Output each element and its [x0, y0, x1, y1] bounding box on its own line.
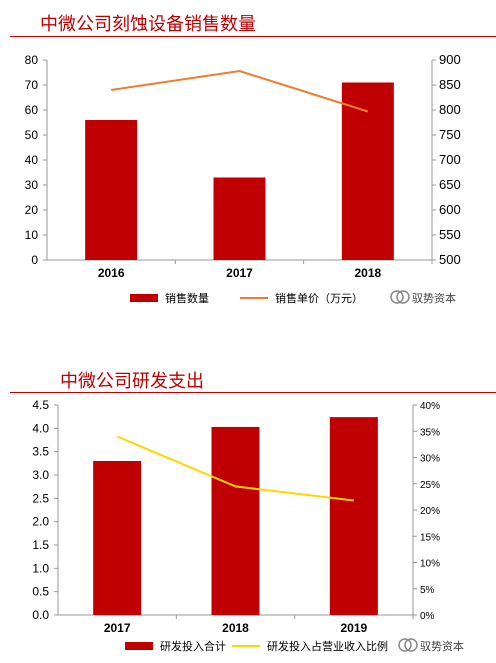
y-tick-label-right: 500 — [439, 252, 461, 267]
x-tick-label: 2016 — [98, 266, 125, 280]
x-tick-label: 2018 — [354, 266, 381, 280]
y-tick-label-right: 700 — [439, 152, 461, 167]
x-tick-label: 2017 — [226, 266, 253, 280]
y-tick-label-left: 70 — [25, 78, 39, 92]
y-tick-label-left: 20 — [25, 203, 39, 217]
y-tick-label-right: 900 — [439, 52, 461, 67]
watermark-text: 驭势资本 — [420, 639, 464, 653]
y-tick-label-right: 25% — [420, 480, 440, 491]
y-tick-label-right: 0% — [420, 611, 435, 622]
y-tick-label-left: 1.5 — [32, 538, 49, 552]
y-tick-label-right: 5% — [420, 585, 435, 596]
y-tick-label-left: 0.5 — [32, 585, 49, 599]
y-tick-label-left: 0 — [31, 253, 38, 267]
bar-2017 — [93, 461, 142, 615]
bar-2018 — [211, 426, 260, 615]
title-underline — [10, 36, 496, 37]
y-tick-label-left: 30 — [25, 178, 39, 192]
y-tick-label-left: 50 — [25, 128, 39, 142]
chart-2-svg: 0.0 0.5 1.0 1.5 2.0 2.5 3.0 3.5 4.0 4.5 0% 5% 10% 15%… — [32, 398, 464, 653]
y-tick-label-left: 2.0 — [32, 515, 49, 529]
bar-2018 — [341, 82, 394, 260]
bar-2017 — [213, 177, 266, 260]
y-tick-label-right: 10% — [420, 559, 440, 570]
y-tick-label-left: 4.0 — [32, 421, 49, 435]
y-tick-label-left: 0.0 — [32, 608, 49, 622]
legend-swatch-bar — [130, 294, 158, 302]
chart-panel-1: 中微公司刻蚀设备销售数量 0 10 20 30 40 50 60 70 80 500 550 600 6… — [0, 0, 496, 330]
legend-label: 销售单价（万元） — [275, 291, 363, 305]
line-series — [116, 435, 354, 502]
chart-title: 中微公司刻蚀设备销售数量 — [40, 14, 256, 35]
watermark-icon — [398, 638, 412, 652]
y-tick-label-right: 600 — [439, 202, 461, 217]
x-tick-label: 2018 — [222, 621, 249, 635]
y-tick-label-right: 550 — [439, 227, 461, 242]
legend-swatch-bar — [125, 642, 153, 650]
y-tick-label-right: 850 — [439, 77, 461, 92]
y-tick-label-left: 3.0 — [32, 468, 49, 482]
y-tick-label-left: 1.0 — [32, 561, 49, 575]
y-tick-label-left: 40 — [25, 153, 39, 167]
y-tick-label-left: 60 — [25, 103, 39, 117]
bar-2019 — [329, 417, 378, 615]
watermark-icon — [396, 290, 410, 304]
y-tick-label-right: 650 — [439, 177, 461, 192]
y-tick-label-left: 3.5 — [32, 445, 49, 459]
y-tick-label-right: 800 — [439, 102, 461, 117]
line-series — [111, 69, 369, 113]
legend-label: 研发投入占营业收入比例 — [267, 639, 388, 653]
legend-label: 研发投入合计 — [160, 639, 226, 653]
y-tick-label-left: 2.5 — [32, 491, 49, 505]
bar-2016 — [85, 120, 138, 260]
x-tick-label: 2019 — [340, 621, 367, 635]
watermark-icon — [404, 638, 418, 652]
y-tick-label-left: 80 — [25, 53, 39, 67]
chart-title: 中微公司研发支出 — [60, 371, 204, 392]
y-tick-label-right: 30% — [420, 454, 440, 465]
y-tick-label-right: 40% — [420, 401, 440, 412]
legend-label: 销售数量 — [165, 291, 209, 305]
y-tick-label-left: 10 — [25, 228, 39, 242]
x-tick-label: 2017 — [104, 621, 131, 635]
chart-1-svg: 0 10 20 30 40 50 60 70 80 500 550 600 650 700 750 800 85… — [25, 52, 461, 305]
watermark-icon — [390, 290, 404, 304]
y-tick-label-right: 15% — [420, 532, 440, 543]
chart-panel-2: 中微公司研发支出 0.0 0.5 1.0 1.5 2.0 2.5 3.0 3.5 4.0 4.5 0… — [0, 355, 496, 663]
watermark-text: 驭势资本 — [412, 291, 456, 305]
title-underline — [10, 392, 496, 393]
y-tick-label-left: 4.5 — [32, 398, 49, 412]
y-tick-label-right: 750 — [439, 127, 461, 142]
y-tick-label-right: 20% — [420, 506, 440, 517]
y-tick-label-right: 35% — [420, 427, 440, 438]
